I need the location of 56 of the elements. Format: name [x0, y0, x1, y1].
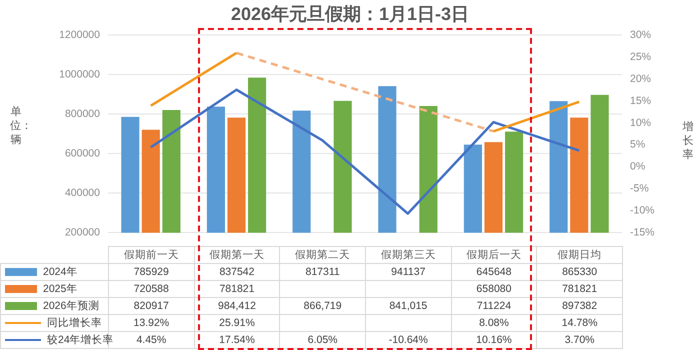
data-label: 820917	[108, 298, 194, 314]
y2-axis-title: 增长率	[682, 120, 694, 162]
y2-tick-label: -10%	[630, 204, 655, 217]
legend-label: 较24年增长率	[46, 333, 114, 348]
data-label: 6.05%	[280, 332, 366, 348]
y2-tick-label: 10%	[630, 116, 652, 129]
data-label: 8.08%	[451, 314, 537, 332]
y-tick-label: 1200000	[59, 28, 100, 41]
y-tick-label: 800000	[64, 108, 100, 120]
y-tick-label: 600000	[64, 148, 100, 160]
data-label: 841,015	[365, 298, 452, 314]
x-tick-label: 假期第二天	[280, 246, 366, 264]
data-label: 14.78%	[536, 314, 622, 332]
legend-label: 2024年	[0, 264, 108, 280]
y2-tick-label: 20%	[630, 72, 652, 85]
data-label: 817311	[280, 264, 366, 280]
y2-tick-label: -15%	[630, 226, 655, 239]
data-label: 25.91%	[194, 314, 280, 332]
data-label: 781821	[194, 280, 280, 298]
data-label: 711224	[451, 298, 537, 314]
data-label: 17.54%	[194, 332, 280, 348]
data-label: 897382	[536, 298, 622, 314]
data-label: 13.92%	[108, 314, 194, 332]
data-label: 866,719	[280, 298, 366, 314]
y2-tick-label: 5%	[630, 138, 646, 151]
data-label: 645648	[451, 264, 537, 280]
x-tick-label: 假期后一天	[451, 246, 537, 264]
data-label: 658080	[451, 280, 537, 298]
data-label: 785929	[108, 264, 194, 280]
y-axis-title: 单位：辆	[10, 105, 32, 147]
y2-tick-label: -5%	[630, 182, 649, 195]
data-label: 720588	[108, 280, 194, 298]
x-tick-label: 假期第三天	[365, 246, 452, 264]
y2-tick-label: 15%	[630, 94, 652, 107]
x-tick-label: 假期前一天	[108, 246, 194, 264]
y2-tick-label: 30%	[630, 28, 652, 41]
data-label: 4.45%	[136, 334, 166, 346]
y-tick-label: 400000	[64, 187, 100, 200]
data-label: -10.64%	[365, 332, 452, 348]
chart-title: 2026年元旦假期：1月1日-3日	[230, 3, 470, 26]
data-label: 837542	[194, 264, 280, 280]
legend-label: 2026年预测	[0, 298, 108, 314]
legend-label: 同比增长率	[0, 314, 108, 332]
data-label: 865330	[536, 264, 622, 280]
y2-tick-label: 0%	[630, 160, 646, 173]
data-label: 3.70%	[536, 332, 622, 348]
data-label: 10.16%	[451, 332, 537, 348]
legend-label: 2025年	[0, 280, 108, 298]
data-label: 941137	[365, 264, 452, 280]
data-label: 781821	[536, 280, 622, 298]
x-tick-label: 假期日均	[536, 246, 622, 264]
x-tick-label: 假期第一天	[194, 246, 280, 264]
y2-tick-label: 25%	[630, 50, 652, 63]
y-tick-label: 200000	[64, 226, 100, 239]
y-tick-label: 1000000	[59, 68, 100, 80]
data-label: 984,412	[194, 298, 280, 314]
